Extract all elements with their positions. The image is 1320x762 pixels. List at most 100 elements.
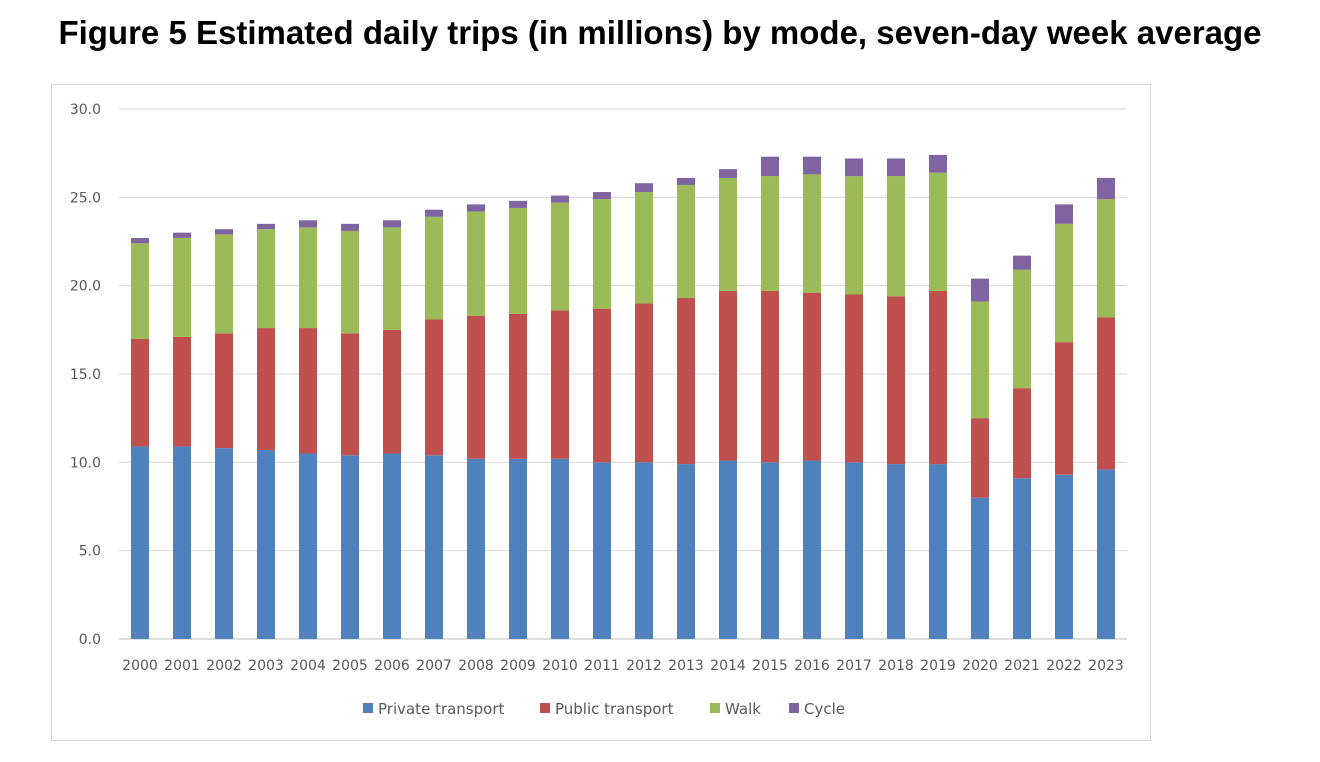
bar-segment (803, 292, 821, 461)
bar-segment (845, 462, 863, 639)
bar-segment (425, 209, 443, 217)
bar-segment (509, 207, 527, 314)
bar-segment (551, 202, 569, 311)
legend: Private transport Public transport Walk Cyc… (363, 700, 845, 718)
bar-segment (299, 328, 317, 454)
x-axis-ticks: 2000 2001 2002 2003 2004 2005 2006 2007 2008 2009… (122, 658, 1124, 674)
bar-segment (341, 455, 359, 639)
x-tick-label: 2009 (500, 658, 536, 674)
bar-segment (299, 220, 317, 228)
bar-segment (299, 453, 317, 639)
bar-segment (887, 464, 905, 639)
y-tick-label: 10.0 (70, 455, 101, 471)
bar-segment (677, 184, 695, 299)
bar-segment (257, 229, 275, 329)
bar-segment (845, 294, 863, 463)
x-tick-label: 2013 (668, 658, 704, 674)
bar-segment (551, 310, 569, 459)
legend-label: Public transport (555, 700, 674, 718)
bar-segment (173, 237, 191, 337)
bar-segment (719, 169, 737, 178)
bar-segment (761, 290, 779, 463)
bar-segment (131, 446, 149, 639)
y-tick-label: 25.0 (70, 190, 101, 206)
bar-segment (383, 329, 401, 454)
y-tick-label: 0.0 (79, 632, 101, 648)
bar-segment (1097, 469, 1115, 639)
bar-segment (929, 154, 947, 173)
bar-segment (1097, 317, 1115, 470)
bar-segment (383, 220, 401, 228)
legend-swatch (540, 703, 550, 713)
bar-segment (1013, 478, 1031, 639)
bar-segment (887, 176, 905, 297)
bar-segment (257, 449, 275, 639)
bar-segment (845, 158, 863, 177)
legend-label: Private transport (378, 700, 504, 718)
x-tick-label: 2000 (122, 658, 158, 674)
bar-segment (467, 458, 485, 639)
y-tick-label: 30.0 (70, 102, 101, 118)
bar-segment (257, 328, 275, 450)
x-tick-label: 2023 (1088, 658, 1124, 674)
bar-segment (971, 278, 989, 302)
bar-segment (341, 223, 359, 231)
legend-swatch (789, 703, 799, 713)
bar-segment (1055, 204, 1073, 224)
x-tick-label: 2011 (584, 658, 620, 674)
bar-segment (425, 319, 443, 456)
y-axis-ticks: 0.0 5.0 10.0 15.0 20.0 25.0 30.0 (70, 102, 101, 648)
bar-segment (887, 296, 905, 465)
bar-segment (509, 200, 527, 208)
bar-segment (971, 418, 989, 498)
legend-label: Cycle (804, 700, 845, 718)
bar-segment (929, 172, 947, 291)
y-tick-label: 20.0 (70, 279, 101, 295)
x-tick-label: 2012 (626, 658, 662, 674)
bar-segment (803, 174, 821, 293)
bar-segment (677, 177, 695, 185)
bar-segment (761, 156, 779, 177)
bar-segment (173, 232, 191, 238)
x-tick-label: 2015 (752, 658, 788, 674)
x-tick-label: 2019 (920, 658, 956, 674)
bar-segment (929, 290, 947, 465)
bar-segment (971, 301, 989, 419)
x-tick-label: 2003 (248, 658, 284, 674)
bar-segment (257, 223, 275, 230)
bar-segment (635, 192, 653, 304)
x-tick-label: 2022 (1046, 658, 1082, 674)
bar-segment (719, 460, 737, 639)
bar-segment (173, 336, 191, 447)
x-tick-label: 2018 (878, 658, 914, 674)
x-tick-label: 2004 (290, 658, 326, 674)
bar-segment (425, 455, 443, 639)
bar-segment (593, 192, 611, 200)
bar-segment (1013, 269, 1031, 389)
x-tick-label: 2017 (836, 658, 872, 674)
bar-segment (1097, 177, 1115, 200)
bar-segment (635, 462, 653, 639)
bar-segment (971, 497, 989, 639)
bar-segment (467, 204, 485, 212)
bar-segment (593, 462, 611, 639)
bar-segment (1055, 223, 1073, 343)
bar-segment (1055, 474, 1073, 639)
bar-segment (131, 243, 149, 339)
gridlines (119, 108, 1127, 640)
x-tick-label: 2006 (374, 658, 410, 674)
bar-segment (131, 338, 149, 447)
x-tick-label: 2016 (794, 658, 830, 674)
x-tick-label: 2002 (206, 658, 242, 674)
bar-segment (677, 464, 695, 639)
bar-segment (635, 183, 653, 193)
bar-segment (593, 199, 611, 309)
bar-segment (425, 216, 443, 320)
bar-segment (467, 315, 485, 459)
bar-segment (215, 333, 233, 449)
bar-segment (215, 229, 233, 235)
bar-segment (593, 308, 611, 463)
legend-swatch (710, 703, 720, 713)
bar-segment (719, 290, 737, 461)
